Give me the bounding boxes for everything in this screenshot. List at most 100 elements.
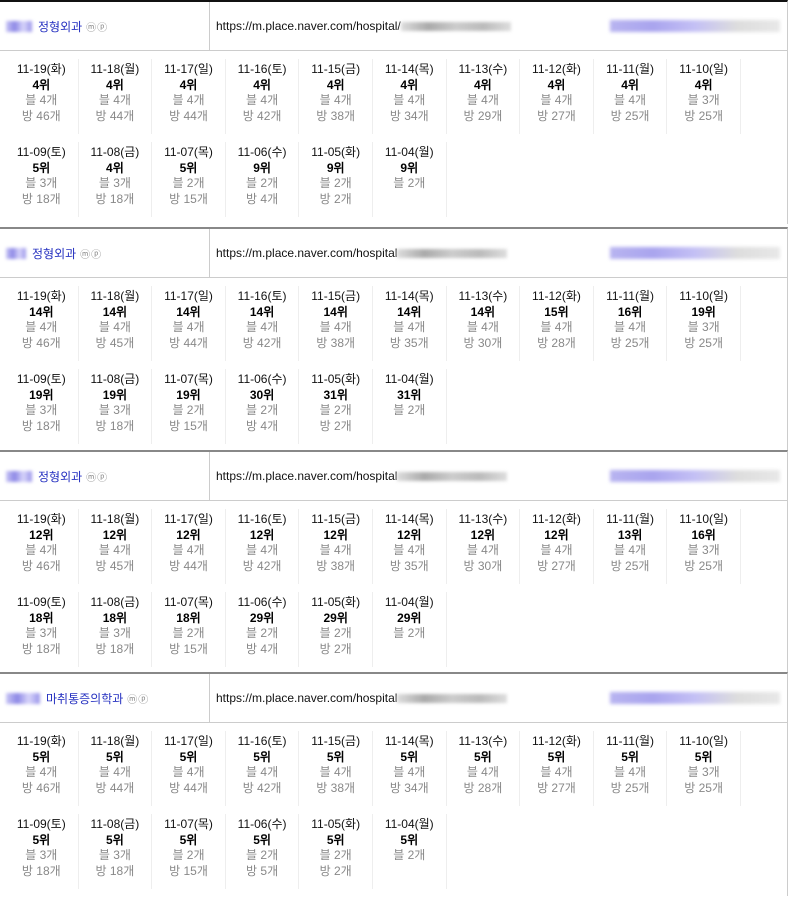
blog-count: 블 3개 [25, 403, 58, 417]
cafe-count: 방 2개 [319, 191, 352, 206]
blog-count: 블 3개 [25, 176, 58, 190]
blog-count: 블 4개 [98, 543, 131, 557]
rank-value: 12위 [397, 527, 422, 542]
blog-count: 블 4개 [466, 93, 499, 107]
place-url-link[interactable]: https://m.place.naver.com/hospital [216, 246, 398, 260]
rank-value: 5위 [547, 749, 566, 764]
blog-count: 블 4개 [319, 93, 352, 107]
rank-value: 5위 [694, 749, 713, 764]
date-label: 11-15(금) [311, 512, 361, 526]
place-url-link[interactable]: https://m.place.naver.com/hospital/ [216, 19, 401, 33]
cafe-count: 방 25개 [684, 558, 724, 573]
blog-count: 블 4개 [466, 543, 499, 557]
blog-count: 블 2개 [319, 176, 352, 190]
mp-badge-icons[interactable]: ⓜⓟ [86, 22, 109, 34]
blog-count: 블 4개 [614, 320, 647, 334]
blog-count: 블 4개 [172, 93, 205, 107]
blog-count: 블 4개 [614, 93, 647, 107]
cafe-count: 방 2개 [319, 641, 352, 656]
cafe-count: 방 2개 [319, 418, 352, 433]
rank-value: 9위 [253, 160, 271, 175]
date-label: 11-17(일) [164, 512, 213, 526]
cafe-count: 방 25개 [610, 780, 650, 795]
hospital-title-link[interactable]: 정형외과 [32, 246, 77, 261]
hospital-title-link[interactable]: 마취통증의학과 [46, 691, 124, 706]
blog-count: 블 3개 [25, 848, 58, 862]
blurred-name [6, 20, 32, 32]
mp-badge-icons[interactable]: ⓜⓟ [127, 694, 150, 706]
cafe-count: 방 4개 [246, 641, 279, 656]
cafe-count: 방 18개 [21, 191, 61, 206]
blurred-keyword [610, 247, 780, 259]
rank-cell: 11-12(화) 4위 블 4개 방 27개 [520, 59, 594, 134]
rank-value: 5위 [32, 832, 51, 847]
hospital-block: 정형외과 ⓜⓟ https://m.place.naver.com/hospital… [0, 450, 788, 674]
blog-count: 블 4개 [246, 93, 279, 107]
rank-value: 12위 [102, 527, 128, 542]
date-label: 11-15(금) [311, 734, 361, 748]
blog-count: 블 4개 [172, 765, 205, 779]
block-header: 정형외과 ⓜⓟ https://m.place.naver.com/hospital… [0, 2, 787, 51]
cafe-count: 방 38개 [316, 558, 356, 573]
cafe-count: 방 25개 [610, 108, 650, 123]
cafe-count: 방 42개 [242, 558, 282, 573]
rank-value: 5위 [474, 749, 492, 764]
date-label: 11-13(수) [458, 512, 508, 526]
rank-cell: 11-16(토) 4위 블 4개 방 42개 [226, 59, 300, 134]
date-label: 11-10(일) [679, 289, 729, 303]
blog-count: 블 2개 [393, 848, 426, 862]
rank-value: 5위 [326, 832, 345, 847]
url-cell: https://m.place.naver.com/hospital [210, 452, 787, 500]
rank-cell: 11-13(수) 5위 블 4개 방 28개 [447, 731, 521, 806]
blog-count: 블 4개 [25, 543, 58, 557]
rank-cell: 11-19(화) 4위 블 4개 방 46개 [5, 59, 79, 134]
date-label: 11-12(화) [532, 62, 581, 76]
rank-cell: 11-09(토) 5위 블 3개 방 18개 [5, 142, 79, 217]
hospital-block: 정형외과 ⓜⓟ https://m.place.naver.com/hospital… [0, 227, 788, 451]
rank-grid: 11-19(화) 4위 블 4개 방 46개 11-18(월) 4위 블 4개 방 44개 11… [0, 51, 745, 225]
rank-value: 4위 [547, 77, 566, 92]
rank-value: 4위 [474, 77, 492, 92]
date-label: 11-07(목) [164, 145, 213, 159]
blog-count: 블 4개 [393, 320, 426, 334]
rank-grid: 11-19(화) 12위 블 4개 방 46개 11-18(월) 12위 블 4개 방 45개… [0, 501, 745, 675]
blog-count: 블 3개 [98, 403, 131, 417]
blog-count: 블 4개 [319, 320, 352, 334]
rank-cell: 11-04(월) 9위 블 2개 [373, 142, 447, 217]
date-label: 11-09(토) [16, 595, 66, 609]
rank-cell: 11-15(금) 12위 블 4개 방 38개 [299, 509, 373, 584]
cafe-count: 방 15개 [169, 863, 208, 878]
cafe-count: 방 38개 [316, 335, 356, 350]
cafe-count: 방 18개 [95, 191, 135, 206]
rank-value: 5위 [621, 749, 639, 764]
date-label: 11-18(월) [90, 512, 140, 526]
rank-cell: 11-04(월) 31위 블 2개 [373, 369, 447, 444]
rank-cell: 11-08(금) 19위 블 3개 방 18개 [79, 369, 153, 444]
rank-cell: 11-08(금) 18위 블 3개 방 18개 [79, 592, 153, 667]
cafe-count: 방 15개 [169, 191, 208, 206]
date-label: 11-06(수) [237, 595, 287, 609]
rank-cell: 11-06(수) 5위 블 2개 방 5개 [226, 814, 300, 889]
rank-cell: 11-13(수) 14위 블 4개 방 30개 [447, 286, 521, 361]
date-label: 11-04(월) [384, 595, 434, 609]
date-label: 11-19(화) [16, 289, 66, 303]
rank-value: 4위 [179, 77, 198, 92]
place-url-link[interactable]: https://m.place.naver.com/hospital [216, 691, 398, 705]
hospital-name-cell: 마취통증의학과 ⓜⓟ [0, 674, 210, 722]
blog-count: 블 4개 [319, 543, 352, 557]
hospital-title-link[interactable]: 정형외과 [38, 469, 83, 484]
rank-value: 14위 [470, 304, 496, 319]
blog-count: 블 3개 [98, 626, 131, 640]
place-url-link[interactable]: https://m.place.naver.com/hospital [216, 469, 398, 483]
blog-count: 블 4개 [25, 320, 58, 334]
date-label: 11-15(금) [311, 289, 361, 303]
rank-value: 5위 [106, 832, 124, 847]
rank-cell: 11-18(월) 14위 블 4개 방 45개 [79, 286, 153, 361]
hospital-title-link[interactable]: 정형외과 [38, 19, 83, 34]
rank-cell: 11-06(수) 29위 블 2개 방 4개 [226, 592, 300, 667]
cafe-count: 방 44개 [95, 108, 135, 123]
rank-cell: 11-12(화) 12위 블 4개 방 27개 [520, 509, 594, 584]
mp-badge-icons[interactable]: ⓜⓟ [80, 249, 103, 261]
date-label: 11-11(월) [606, 62, 655, 76]
mp-badge-icons[interactable]: ⓜⓟ [86, 472, 109, 484]
